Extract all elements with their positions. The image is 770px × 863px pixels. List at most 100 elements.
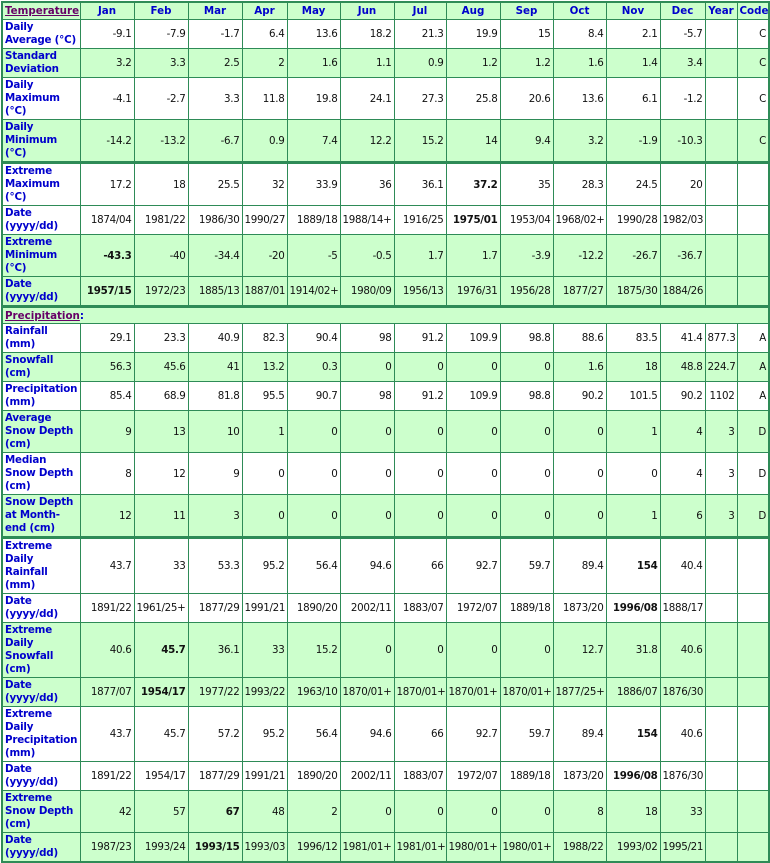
value-cell-nov: 2.1 [605, 19, 661, 49]
value-cell-jun: 0 [339, 410, 395, 453]
value-cell-sep: 1956/28 [499, 276, 554, 307]
value-cell-aug: 0 [445, 790, 501, 833]
value-cell-oct: 1968/02+ [552, 205, 607, 235]
value-cell-may: 7.4 [286, 119, 341, 163]
code-cell [736, 677, 770, 707]
value-cell-jul: 21.3 [393, 19, 447, 49]
record-value: 67 [225, 805, 240, 818]
value-cell-jul: 1870/01+ [393, 677, 447, 707]
year-cell [704, 205, 738, 235]
value-cell-nov: 1875/30 [605, 276, 661, 307]
value-cell-oct: 0 [552, 494, 607, 538]
value-cell-jun: 98 [339, 381, 395, 411]
row-label: Date (yyyy/dd) [1, 593, 81, 623]
value-cell-dec: 20 [659, 161, 706, 206]
record-value: 45.7 [161, 644, 186, 656]
value-cell-nov: 18 [605, 790, 661, 833]
row-label: Extreme Minimum (°C) [1, 234, 81, 277]
value-cell-jun: 2002/11 [339, 761, 395, 791]
value-cell-jan: -4.1 [79, 77, 135, 120]
table-row: Date (yyyy/dd) 1891/22 1954/17 1877/29 1991/… [1, 761, 770, 791]
value-cell-feb: 18 [133, 161, 189, 206]
value-cell-may: 56.4 [286, 536, 341, 594]
precipitation-link[interactable]: Precipitation [5, 309, 80, 322]
value-cell-oct: 1.6 [552, 48, 607, 78]
value-cell-aug: 109.9 [445, 381, 501, 411]
table-row: Snow Depth at Month-end (cm) 12 11 3 0 0 0 0 0 0 0… [1, 494, 770, 538]
value-cell-nov: 83.5 [605, 323, 661, 353]
value-cell-may: 0.3 [286, 352, 341, 382]
value-cell-mar: 57.2 [187, 706, 243, 762]
value-cell-nov: -1.9 [605, 119, 661, 163]
value-cell-jul: 15.2 [393, 119, 447, 163]
value-cell-jul: 0 [393, 622, 447, 678]
year-cell [704, 622, 738, 678]
value-cell-jul: 27.3 [393, 77, 447, 120]
year-cell: 1102 [704, 381, 738, 411]
value-cell-apr: 0.9 [241, 119, 288, 163]
value-cell-jun: 2002/11 [339, 593, 395, 623]
value-cell-mar: 36.1 [187, 622, 243, 678]
value-cell-jan: 8 [79, 452, 135, 495]
value-cell-jun: 1981/01+ [339, 832, 395, 863]
row-label: Snow Depth at Month-end (cm) [1, 494, 81, 538]
table-row: Extreme Daily Precipitation (mm) 43.7 45.7… [1, 706, 770, 762]
value-cell-sep: 35 [499, 161, 554, 206]
value-cell-may: 56.4 [286, 706, 341, 762]
value-cell-sep: -3.9 [499, 234, 554, 277]
value-cell-dec: -36.7 [659, 234, 706, 277]
value-cell-nov: 31.8 [605, 622, 661, 678]
value-cell-dec: 41.4 [659, 323, 706, 353]
year-cell [704, 234, 738, 277]
value-cell-mar: 1977/22 [187, 677, 243, 707]
precipitation-section: Precipitation: Rainfall (mm) 29.1 23.3 40.9… [1, 305, 770, 863]
value-cell-nov: 18 [605, 352, 661, 382]
temperature-link[interactable]: Temperature [5, 5, 80, 17]
year-cell [704, 19, 738, 49]
row-label: Extreme Daily Precipitation (mm) [1, 706, 81, 762]
value-cell-aug: 0 [445, 352, 501, 382]
value-cell-oct: 1873/20 [552, 761, 607, 791]
value-cell-sep: 59.7 [499, 706, 554, 762]
year-cell: 3 [704, 452, 738, 495]
value-cell-mar: 1993/15 [187, 832, 243, 863]
value-cell-sep: 98.8 [499, 381, 554, 411]
code-cell [736, 706, 770, 762]
value-cell-jun: 0 [339, 352, 395, 382]
table-row: Rainfall (mm) 29.1 23.3 40.9 82.3 90.4 98 91.2 1… [1, 323, 770, 353]
value-cell-mar: 3 [187, 494, 243, 538]
value-cell-jun: 0 [339, 452, 395, 495]
value-cell-jul: 91.2 [393, 323, 447, 353]
value-cell-dec: 6 [659, 494, 706, 538]
row-label: Date (yyyy/dd) [1, 276, 81, 307]
record-value: 1954/17 [140, 686, 186, 698]
value-cell-sep: 9.4 [499, 119, 554, 163]
table-row: Extreme Snow Depth (cm) 42 57 67 48 2 0 0 0 0 8 18 3… [1, 790, 770, 833]
value-cell-oct: 1877/27 [552, 276, 607, 307]
month-header-mar: Mar [187, 1, 243, 20]
value-cell-jul: 0 [393, 494, 447, 538]
value-cell-feb: 45.6 [133, 352, 189, 382]
value-cell-sep: 0 [499, 452, 554, 495]
value-cell-nov: 1 [605, 494, 661, 538]
value-cell-dec: 4 [659, 410, 706, 453]
table-row: Date (yyyy/dd) 1891/22 1961/25+ 1877/29 1991… [1, 593, 770, 623]
value-cell-may: 0 [286, 410, 341, 453]
row-label: Date (yyyy/dd) [1, 832, 81, 863]
value-cell-dec: 40.4 [659, 536, 706, 594]
code-cell [736, 536, 770, 594]
value-cell-oct: -12.2 [552, 234, 607, 277]
value-cell-jul: 0 [393, 410, 447, 453]
value-cell-feb: 1961/25+ [133, 593, 189, 623]
value-cell-jun: 0 [339, 790, 395, 833]
year-cell [704, 706, 738, 762]
table-row: Date (yyyy/dd) 1987/23 1993/24 1993/15 1993/… [1, 832, 770, 863]
code-cell: A [736, 381, 770, 411]
value-cell-feb: 11 [133, 494, 189, 538]
value-cell-dec: 40.6 [659, 622, 706, 678]
value-cell-apr: 2 [241, 48, 288, 78]
table-row: Date (yyyy/dd) 1874/04 1981/22 1986/30 1990/… [1, 205, 770, 235]
value-cell-aug: 0 [445, 494, 501, 538]
value-cell-mar: 10 [187, 410, 243, 453]
